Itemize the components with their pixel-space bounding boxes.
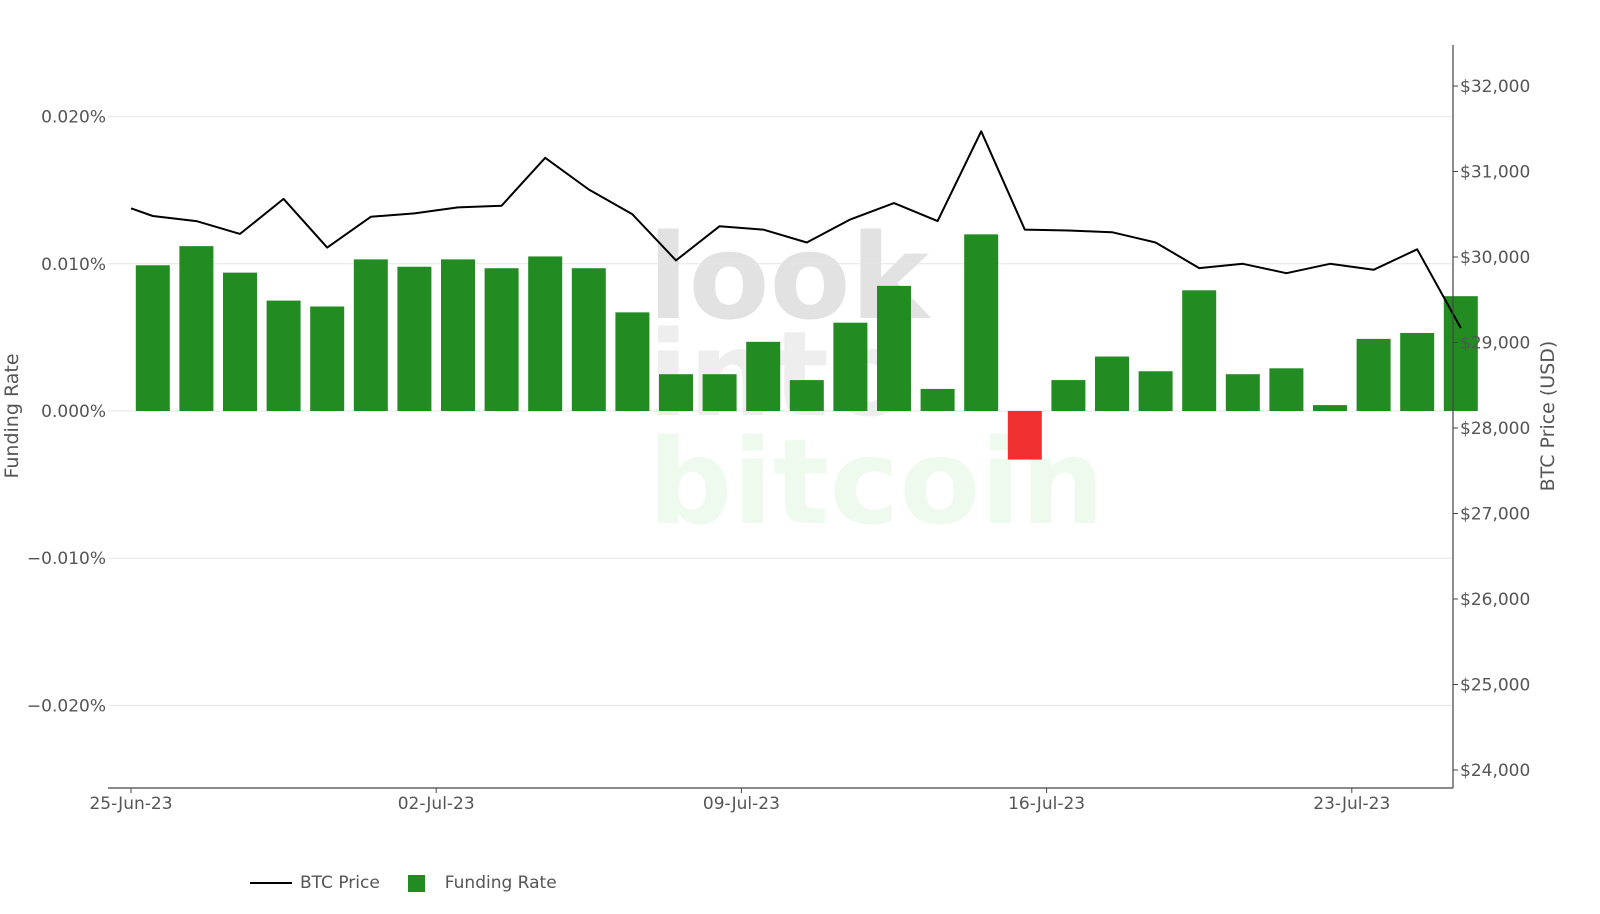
legend-item-btc-price[interactable]: BTC Price [250,873,380,893]
funding-rate-bar[interactable] [789,380,824,411]
funding-rate-bar[interactable] [528,256,563,411]
funding-rate-bar[interactable] [1007,411,1042,460]
y-axis-right-title: BTC Price (USD) [1537,341,1559,492]
funding-rate-bar[interactable] [1269,368,1304,411]
legend-item-funding-rate[interactable]: Funding Rate [407,873,557,893]
funding-rate-bar[interactable] [310,306,345,411]
y-right-tick-label: $24,000 [1460,761,1530,781]
funding-rate-bar[interactable] [1356,338,1391,411]
funding-rate-bar[interactable] [659,374,693,411]
funding-rate-bar[interactable] [1138,371,1173,411]
funding-rate-bar[interactable] [179,246,214,411]
axes [108,45,1458,793]
y-left-tick-label: −0.020% [27,696,106,716]
legend-label-funding-rate: Funding Rate [444,873,557,893]
funding-rate-bar[interactable] [1313,405,1347,411]
funding-rate-bar[interactable] [353,259,388,411]
y-right-tick-label: $32,000 [1460,77,1530,97]
funding-rate-bar[interactable] [920,388,955,411]
funding-rate-bar[interactable] [266,300,301,411]
y-right-tick-label: $26,000 [1460,590,1530,610]
y-right-tick-label: $27,000 [1460,505,1530,525]
x-tick-label: 02-Jul-23 [398,794,475,814]
y-axis-left-title: Funding Rate [1,353,23,478]
grid-lines [108,116,1453,706]
funding-rate-bar[interactable] [1400,332,1435,411]
legend-line-swatch [250,882,292,884]
btc-price-line-group [130,130,1462,329]
funding-rate-bar[interactable] [1051,380,1086,411]
y-left-tick-label: −0.010% [27,549,106,569]
funding-rate-bar[interactable] [441,259,475,411]
x-tick-label: 09-Jul-23 [703,794,780,814]
btc-price-line[interactable] [130,130,1462,329]
funding-rate-bar[interactable] [615,312,650,411]
funding-rate-bar[interactable] [746,341,781,411]
funding-rate-bars [135,234,1478,460]
funding-rate-bar[interactable] [1225,374,1260,411]
funding-rate-bar[interactable] [571,268,606,411]
funding-rate-bar[interactable] [1182,290,1217,411]
funding-rate-bar[interactable] [223,272,257,411]
y-right-tick-label: $31,000 [1460,163,1530,183]
funding-rate-bar[interactable] [833,322,868,411]
funding-rate-bar[interactable] [397,266,432,411]
x-tick-label: 16-Jul-23 [1008,794,1085,814]
y-right-tick-label: $25,000 [1460,676,1530,696]
funding-rate-bar[interactable] [1443,296,1478,411]
funding-rate-bar[interactable] [484,268,519,411]
y-left-tick-label: 0.000% [41,402,106,422]
tick-labels: 0.020% 0.010% 0.000% −0.010% −0.020% $32,000 $… [27,77,1530,814]
funding-rate-bar[interactable] [1095,356,1129,411]
funding-rate-bar[interactable] [964,234,999,411]
y-right-tick-label: $29,000 [1460,334,1530,354]
legend-label-btc-price: BTC Price [300,873,380,893]
y-right-tick-label: $30,000 [1460,248,1530,268]
y-left-tick-label: 0.020% [41,108,106,128]
legend: BTC Price Funding Rate [250,868,585,898]
x-tick-label: 23-Jul-23 [1313,794,1390,814]
funding-rate-bar[interactable] [877,285,911,411]
y-right-tick-label: $28,000 [1460,419,1530,439]
funding-rate-bar[interactable] [135,265,170,411]
y-left-tick-label: 0.010% [41,255,106,275]
funding-rate-bar[interactable] [702,374,737,411]
x-tick-label: 25-Jun-23 [89,794,172,814]
legend-bar-swatch [407,874,425,892]
